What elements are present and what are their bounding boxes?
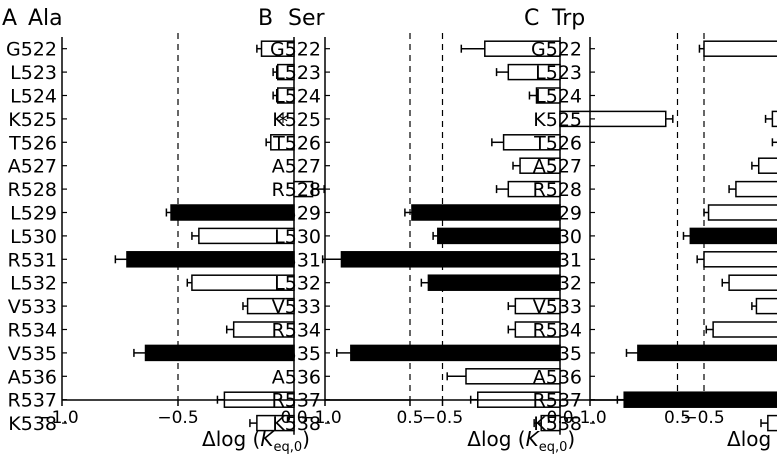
category-label: L529	[274, 203, 321, 225]
x-tick-label: 0.0	[280, 408, 307, 428]
category-label: A527	[8, 156, 57, 178]
category-label: L529	[535, 203, 582, 225]
category-label: R531	[272, 249, 321, 271]
category-label: L532	[10, 273, 57, 295]
x-axis-label: Δlog (Keq,0)	[202, 427, 310, 455]
x-axis-label: Δlog (Keq,0)	[467, 427, 575, 455]
category-label: K538	[533, 413, 582, 435]
category-label: G522	[6, 39, 57, 61]
category-label: R537	[8, 390, 57, 412]
category-label: L523	[10, 62, 57, 84]
panel-title: Trp	[551, 6, 585, 31]
x-tick-label: −1.0	[37, 408, 78, 428]
category-label: R531	[8, 249, 57, 271]
category-label: R534	[533, 320, 582, 342]
category-label: T526	[8, 132, 57, 154]
panel-letter: A	[2, 6, 17, 31]
category-label: A536	[8, 366, 57, 388]
category-label: G522	[531, 39, 582, 61]
x-axis-label-suffix: )	[302, 427, 310, 451]
category-label: L524	[10, 86, 57, 108]
bar-v535	[637, 344, 777, 362]
x-axis-label-suffix: )	[567, 427, 575, 451]
panel-letter: B	[258, 6, 273, 31]
category-label: L523	[535, 62, 582, 84]
category-label: L524	[274, 86, 321, 108]
x-axis-label-subscript: eq,0	[274, 440, 303, 455]
bar-l529	[707, 204, 777, 221]
bar-r528	[735, 180, 777, 198]
category-label: L524	[535, 86, 582, 108]
category-label: K525	[8, 109, 57, 131]
x-tick-label: 0.5	[664, 408, 691, 428]
category-label: K538	[8, 413, 57, 435]
category-label: V533	[8, 296, 57, 318]
x-tick-label: −1.0	[565, 408, 606, 428]
x-axis-label: Δlog (Keq,0)	[727, 427, 777, 455]
category-label: K525	[272, 109, 321, 131]
category-label: V535	[272, 343, 321, 365]
category-label: L530	[274, 226, 321, 248]
category-label: L530	[535, 226, 582, 248]
category-label: G522	[270, 39, 321, 61]
asterisk-annotation: *	[278, 110, 288, 134]
bar-r531	[126, 251, 295, 268]
bar-l532	[728, 274, 777, 291]
category-label: R531	[533, 249, 582, 271]
category-label: K538	[272, 413, 321, 435]
panel-b: B SerG522L523L524K525T526A527R528L529L530…	[258, 6, 691, 455]
category-label: R537	[272, 390, 321, 412]
x-tick-label: 0.5	[396, 408, 423, 428]
x-tick-label: −0.5	[683, 408, 724, 428]
bar-a527	[757, 157, 777, 174]
category-label: L530	[10, 226, 57, 248]
bar-r531	[703, 251, 777, 268]
bar-v535	[350, 344, 561, 362]
category-label: L523	[274, 62, 321, 84]
category-label: A527	[272, 156, 321, 178]
category-label: L532	[274, 273, 321, 295]
category-label: V533	[272, 296, 321, 318]
panel-letter: C	[524, 6, 539, 31]
bar-l530	[689, 227, 777, 245]
category-label: V533	[533, 296, 582, 318]
bar-k525	[771, 110, 777, 128]
category-label: L529	[10, 203, 57, 225]
category-label: R528	[533, 179, 582, 201]
panel-title: Ser	[288, 6, 326, 31]
bar-g522	[703, 40, 777, 57]
x-tick-label: −0.5	[157, 408, 198, 428]
x-axis-label-variable: K	[526, 427, 541, 451]
category-label: R534	[8, 320, 57, 342]
category-label: R528	[8, 179, 57, 201]
bar-v533	[755, 297, 777, 315]
category-label: K525	[533, 109, 582, 131]
category-label: T526	[533, 132, 582, 154]
bar-r531	[340, 251, 561, 268]
x-axis-label-variable: K	[260, 427, 275, 451]
panel-a: A AlaG522L523L524K525T526A527R528L529L530…	[2, 6, 424, 455]
category-label: T526	[272, 132, 321, 154]
panel-c: C Trp G522L523L524K525T526A527R528L529L530…	[524, 6, 777, 455]
x-tick-label: −1.0	[300, 408, 341, 428]
category-label: A536	[272, 366, 321, 388]
bar-r534	[712, 321, 777, 338]
category-label: L532	[535, 273, 582, 295]
category-label: A527	[533, 156, 582, 178]
category-label: V535	[8, 343, 57, 365]
category-label: V535	[533, 343, 582, 365]
x-axis-label-prefix: Δlog (	[202, 427, 260, 451]
x-axis-label-prefix: Δlog (	[467, 427, 525, 451]
x-tick-label: 0.0	[546, 408, 573, 428]
category-label: R528	[272, 179, 321, 201]
x-axis-label-prefix: Δlog (	[727, 427, 777, 451]
category-label: A536	[533, 366, 582, 388]
x-tick-label: −0.5	[422, 408, 463, 428]
category-label: R537	[533, 390, 582, 412]
x-axis-label-subscript: eq,0	[539, 440, 568, 455]
panel-title: Ala	[28, 6, 63, 31]
category-label: R534	[272, 320, 321, 342]
